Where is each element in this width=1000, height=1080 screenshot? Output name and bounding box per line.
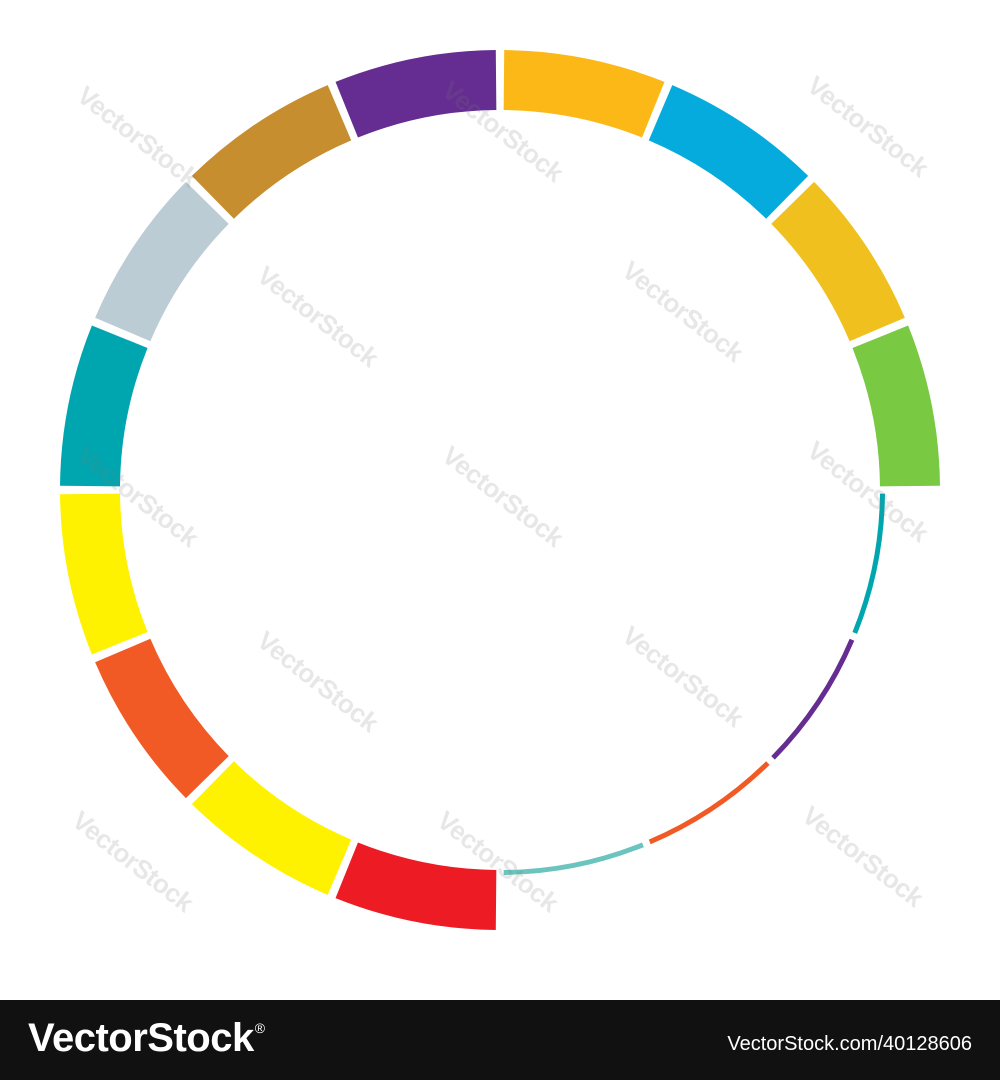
ring-segment-11 [191,761,352,895]
ring-segment-9 [60,493,148,655]
ring-segment-2 [771,181,905,342]
ring-segment-14 [648,761,770,845]
footer-brand-logo: VectorStock® [28,1016,265,1061]
image-canvas: VectorStock VectorStock VectorStock VectorS… [60,50,940,930]
ring-segment-4 [503,50,665,138]
segmented-ring-diagram [60,50,940,930]
ring-segment-8 [60,325,148,487]
ring-segment-10 [95,638,229,799]
ring-segment-5 [335,50,497,138]
ring-segment-1 [852,325,940,487]
footer-bar: VectorStock® VectorStock.com/40128606 [0,1000,1000,1080]
ring-segment-12 [335,842,497,930]
trademark-symbol: ® [254,1020,265,1036]
ring-segment-13 [503,842,644,875]
footer-brand-text: VectorStock [28,1016,254,1060]
ring-segment-3 [648,85,809,219]
ring-segment-6 [191,85,352,219]
ring-segment-15 [771,638,855,760]
ring-segments [60,50,940,930]
footer-image-url: VectorStock.com/40128606 [727,1033,972,1055]
ring-segment-7 [95,181,229,342]
ring-segment-16 [852,493,885,634]
